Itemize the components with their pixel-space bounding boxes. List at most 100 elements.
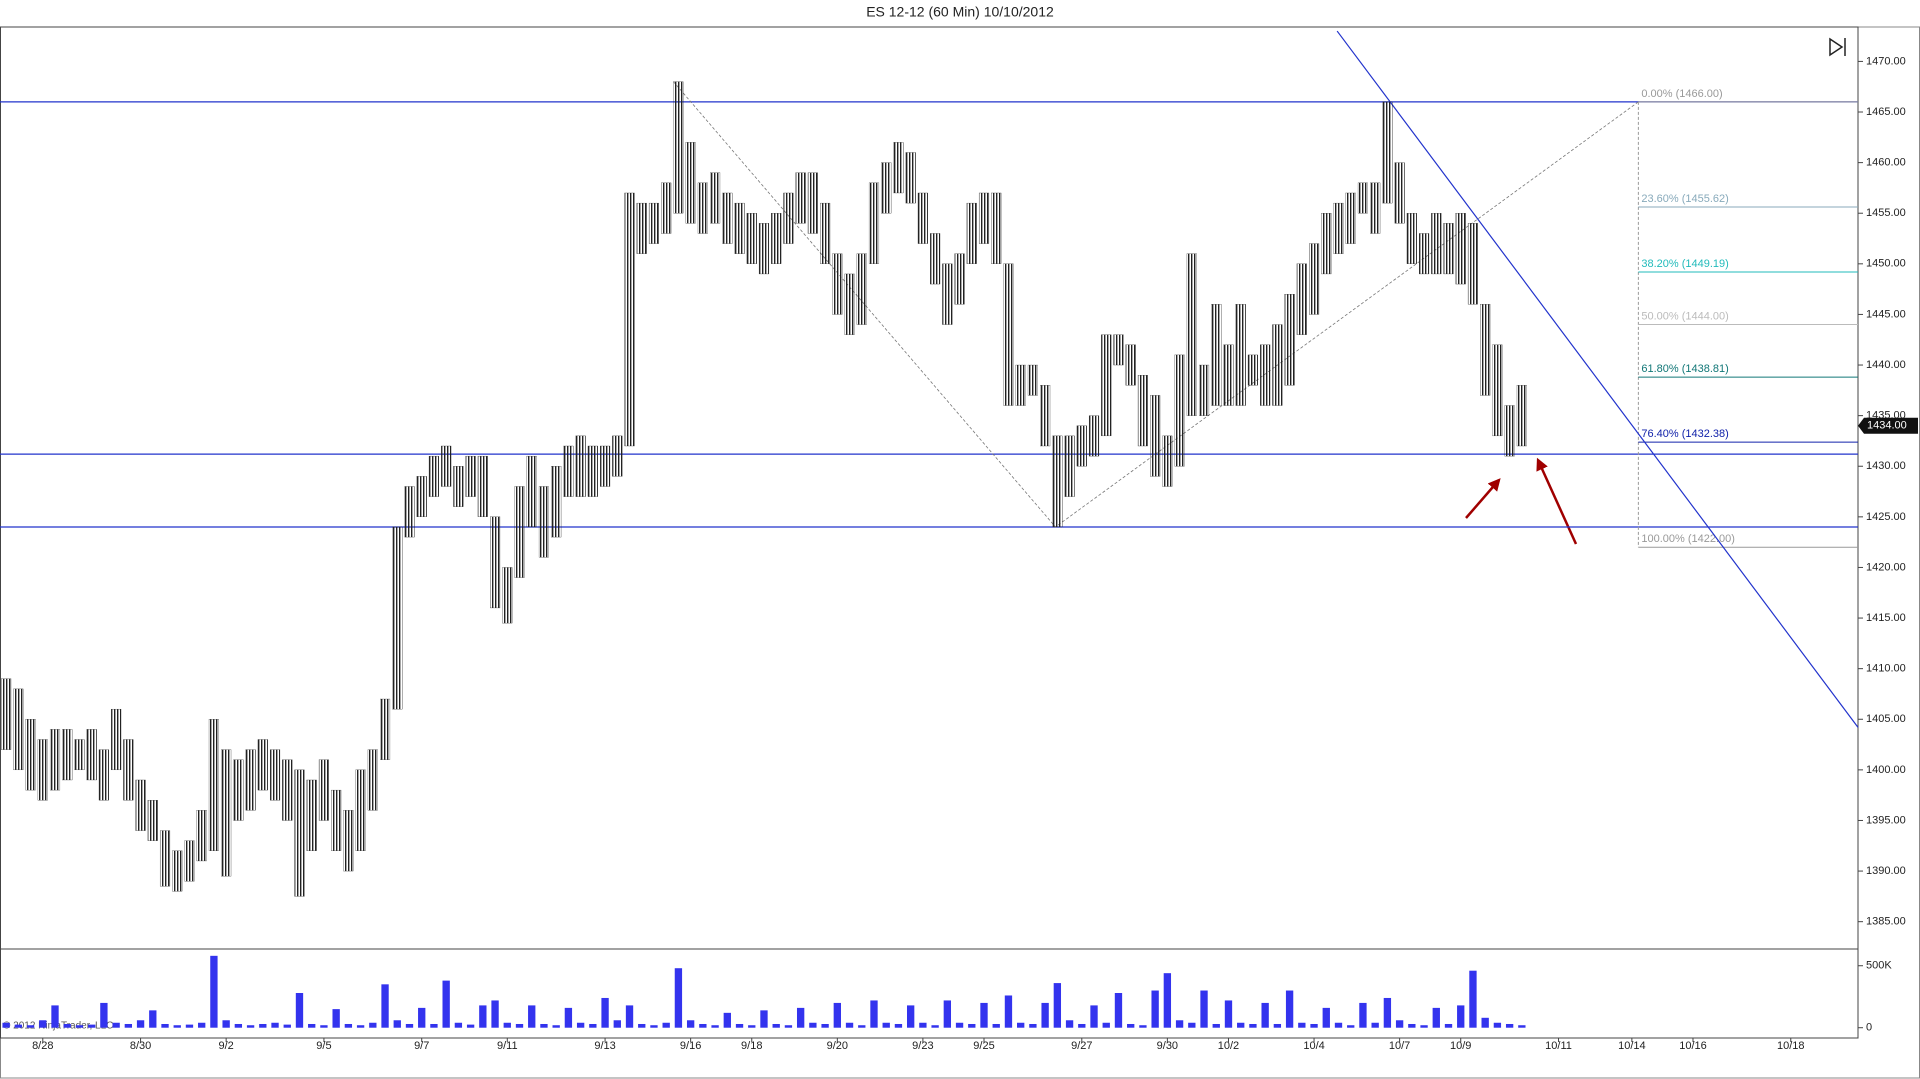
price-bar [991, 192, 1002, 264]
price-bar [1321, 213, 1332, 275]
price-bar [111, 708, 122, 771]
price-bar [807, 172, 818, 234]
price-bar [306, 779, 317, 851]
price-bar [1480, 304, 1491, 396]
volume-bar [1053, 983, 1062, 1028]
price-bar [159, 830, 171, 887]
price-bar [905, 152, 916, 204]
price-bar [734, 202, 745, 254]
fib-label: 50.00% (1444.00) [1641, 310, 1728, 322]
volume-panel [0, 948, 1859, 1039]
price-bar [538, 486, 549, 558]
volume-bar [149, 1010, 157, 1028]
price-bar [673, 81, 684, 214]
volume-bar [686, 1020, 695, 1028]
price-bar [343, 810, 354, 872]
volume-bar [540, 1023, 548, 1028]
volume-bar [430, 1023, 438, 1028]
volume-bar [271, 1022, 279, 1028]
frame [0, 26, 1920, 1079]
x-tick-label: 9/13 [594, 1040, 615, 1052]
x-tick-label: 8/28 [32, 1040, 53, 1052]
volume-bar [821, 1023, 829, 1028]
last-price-box [1858, 417, 1918, 434]
x-tick-label: 8/30 [130, 1040, 151, 1052]
arrow [1465, 478, 1501, 519]
x-tick-label: 10/4 [1303, 1040, 1324, 1052]
volume-bar [1371, 1022, 1379, 1028]
volume-bar [503, 1022, 511, 1028]
price-bar [1467, 223, 1478, 305]
x-tick-label: 9/5 [316, 1040, 331, 1052]
price-bar [1296, 263, 1307, 335]
volume-bar [418, 1007, 426, 1028]
price-bar [1137, 375, 1148, 447]
price-bar [1492, 344, 1503, 437]
price-bar [551, 466, 562, 538]
volume-bar [173, 1025, 181, 1028]
price-bar [966, 202, 977, 264]
volume-bar [1444, 1023, 1453, 1028]
price-bar [1406, 213, 1417, 264]
price-bar [1357, 182, 1368, 214]
price-bar [1113, 334, 1124, 366]
price-bar [1247, 354, 1258, 386]
price-bar [942, 263, 953, 325]
price-bar [367, 749, 378, 811]
volume-bar [1383, 997, 1392, 1028]
fib-label: 61.80% (1438.81) [1641, 363, 1728, 375]
price-bar [1027, 364, 1038, 396]
price-bar [1003, 263, 1014, 406]
volume-bar [1200, 990, 1208, 1028]
volume-bar [625, 1005, 634, 1028]
x-tick-label: 9/11 [497, 1040, 518, 1052]
price-bar [221, 749, 232, 877]
volume-bar [124, 1023, 133, 1028]
volume-bar [1505, 1023, 1514, 1028]
volume-bar [919, 1022, 927, 1028]
volume-bar [833, 1002, 841, 1028]
volume-bar [515, 1023, 524, 1028]
volume-bar [638, 1023, 646, 1028]
volume-bar [198, 1022, 206, 1028]
chart-title: ES 12-12 (60 Min) 10/10/2012 [866, 4, 1054, 20]
last-price-label: 1434.00 [1867, 420, 1907, 432]
scroll-icon[interactable] [1829, 37, 1846, 57]
price-bar [930, 233, 941, 285]
price-bar [257, 739, 268, 791]
fib-label: 23.60% (1455.62) [1641, 193, 1728, 205]
price-bar [1223, 344, 1234, 406]
price-bar [1333, 202, 1344, 254]
price-bar [208, 719, 219, 851]
price-bar [1431, 213, 1442, 275]
price-bar [294, 769, 305, 897]
price-bar [1, 678, 12, 750]
volume-bar [1090, 1005, 1098, 1028]
y-tick-label: 1440.00 [1866, 359, 1906, 371]
volume-bar [1175, 1020, 1184, 1028]
price-bar [1309, 243, 1320, 315]
price-bar [62, 729, 73, 781]
price-bar [1504, 405, 1515, 457]
y-tick-label: 1415.00 [1866, 612, 1906, 624]
x-tick-label: 9/23 [912, 1040, 933, 1052]
volume-bar [1139, 1025, 1147, 1028]
price-bar [587, 445, 598, 497]
x-tick-label: 10/7 [1389, 1040, 1410, 1052]
volume-bar [393, 1020, 401, 1028]
x-tick-label: 10/14 [1618, 1040, 1646, 1052]
price-bar [245, 749, 256, 811]
price-bar [575, 435, 586, 497]
volume-bar [1334, 1022, 1343, 1028]
price-bar [514, 486, 525, 578]
y-tick-label: 1470.00 [1866, 55, 1906, 67]
x-tick-label: 9/27 [1071, 1040, 1092, 1052]
volume-bar [356, 1025, 365, 1028]
price-bar [1125, 344, 1136, 386]
volume-bar [894, 1023, 903, 1028]
volume-bar [454, 1022, 463, 1028]
y-tick-label: 1460.00 [1866, 157, 1906, 169]
y-tick-label: 1385.00 [1866, 916, 1906, 928]
price-bar [282, 759, 293, 821]
